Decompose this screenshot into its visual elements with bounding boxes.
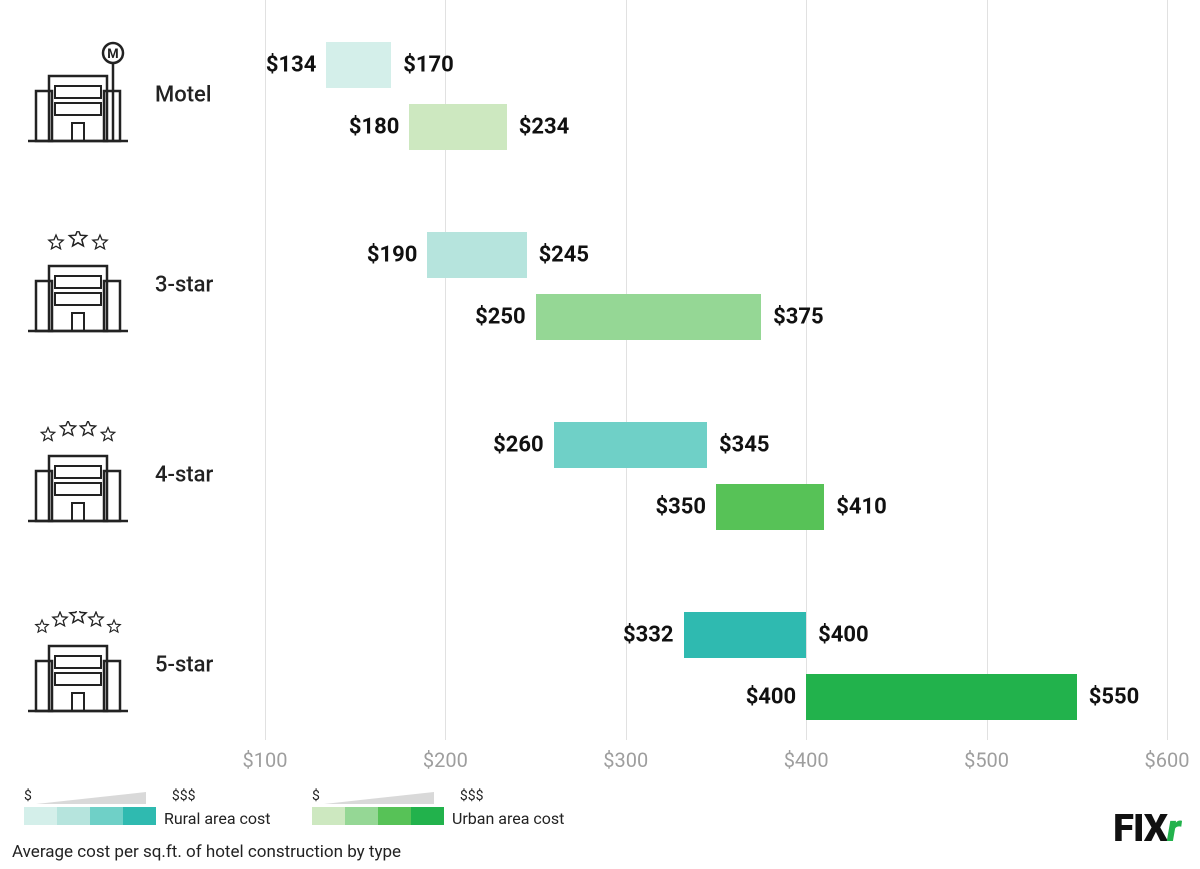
legend-label: Urban area cost (452, 809, 564, 828)
x-tick-label: $500 (964, 748, 1009, 772)
logo-text-2: r (1167, 807, 1180, 851)
legend-item: $$$$Rural area cost (24, 788, 270, 829)
bar-value-low: $350 (655, 495, 706, 520)
logo-text-1: FIX (1113, 807, 1167, 851)
urban-bar (409, 104, 506, 150)
3star-icon (18, 231, 138, 339)
legend-label: Rural area cost (164, 809, 270, 828)
legend-marker-low: $ (24, 788, 32, 804)
bar-value-low: $134 (266, 53, 317, 78)
5star-icon (18, 611, 138, 719)
legend-swatch (24, 807, 57, 825)
bar-value-high: $245 (539, 243, 590, 268)
category-label: 3-star (155, 273, 213, 298)
legend-swatch (90, 807, 123, 825)
legend-swatch (123, 807, 156, 825)
bar-value-low: $250 (475, 305, 526, 330)
bar-value-high: $345 (719, 433, 770, 458)
bar-value-low: $260 (493, 433, 544, 458)
category-row: M Motel (0, 43, 1200, 147)
rural-bar (684, 612, 807, 658)
legend-marker-high: $$$ (460, 788, 484, 804)
rural-bar (427, 232, 526, 278)
legend-swatch (345, 807, 378, 825)
category-label: Motel (155, 83, 211, 108)
bar-value-high: $375 (773, 305, 824, 330)
svg-text:M: M (107, 47, 118, 62)
bar-value-high: $234 (519, 115, 570, 140)
x-tick-label: $300 (603, 748, 648, 772)
bar-value-high: $550 (1089, 685, 1140, 710)
bar-value-low: $190 (367, 243, 418, 268)
bar-value-low: $180 (349, 115, 400, 140)
fixr-logo: FIXr (1113, 807, 1180, 851)
bar-value-high: $410 (836, 495, 887, 520)
legend-wedge-icon (36, 792, 168, 804)
legend-marker-low: $ (312, 788, 320, 804)
legend-item: $$$$Urban area cost (312, 788, 564, 829)
urban-bar (716, 484, 824, 530)
bar-value-high: $400 (818, 623, 869, 648)
legend-wedge-icon (324, 792, 456, 804)
bar-value-low: $400 (746, 685, 797, 710)
urban-bar (806, 674, 1077, 720)
category-label: 4-star (155, 463, 213, 488)
urban-bar (536, 294, 761, 340)
motel-icon: M (18, 41, 138, 149)
x-tick-label: $400 (784, 748, 829, 772)
legend-swatch (312, 807, 345, 825)
x-tick-label: $600 (1144, 748, 1189, 772)
rural-bar (554, 422, 707, 468)
legend-swatch (411, 807, 444, 825)
category-label: 5-star (155, 653, 213, 678)
x-tick-label: $100 (243, 748, 288, 772)
bar-value-high: $170 (403, 53, 454, 78)
legend-swatch (378, 807, 411, 825)
chart-subtitle: Average cost per sq.ft. of hotel constru… (12, 842, 401, 862)
legend-marker-high: $$$ (172, 788, 196, 804)
x-tick-label: $200 (423, 748, 468, 772)
bar-value-low: $332 (623, 623, 674, 648)
legend-swatch (57, 807, 90, 825)
4star-icon (18, 421, 138, 529)
rural-bar (326, 42, 391, 88)
